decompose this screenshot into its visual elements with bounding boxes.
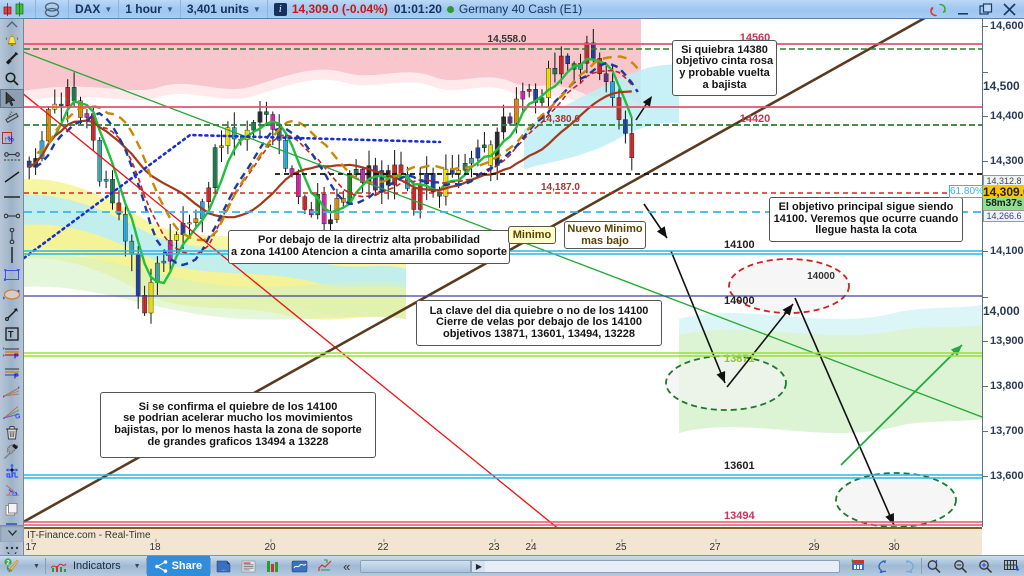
svg-text:G: G	[15, 414, 21, 420]
svg-text:T: T	[8, 329, 14, 339]
svg-text:F: F	[14, 354, 19, 360]
svg-text:13871: 13871	[724, 353, 755, 365]
svg-text:F: F	[14, 373, 19, 379]
svg-text:...: ...	[221, 566, 226, 572]
svg-text:14,380.0: 14,380.0	[541, 114, 580, 125]
svg-text:14420: 14420	[740, 113, 771, 125]
svg-text:↑%: ↑%	[4, 136, 15, 143]
svg-text:13494: 13494	[724, 510, 755, 522]
svg-text:14000: 14000	[807, 271, 835, 282]
svg-text:14000: 14000	[724, 295, 755, 307]
svg-text:14100: 14100	[724, 239, 755, 251]
svg-text:14,187.0: 14,187.0	[541, 182, 580, 193]
svg-text:13601: 13601	[724, 460, 755, 472]
